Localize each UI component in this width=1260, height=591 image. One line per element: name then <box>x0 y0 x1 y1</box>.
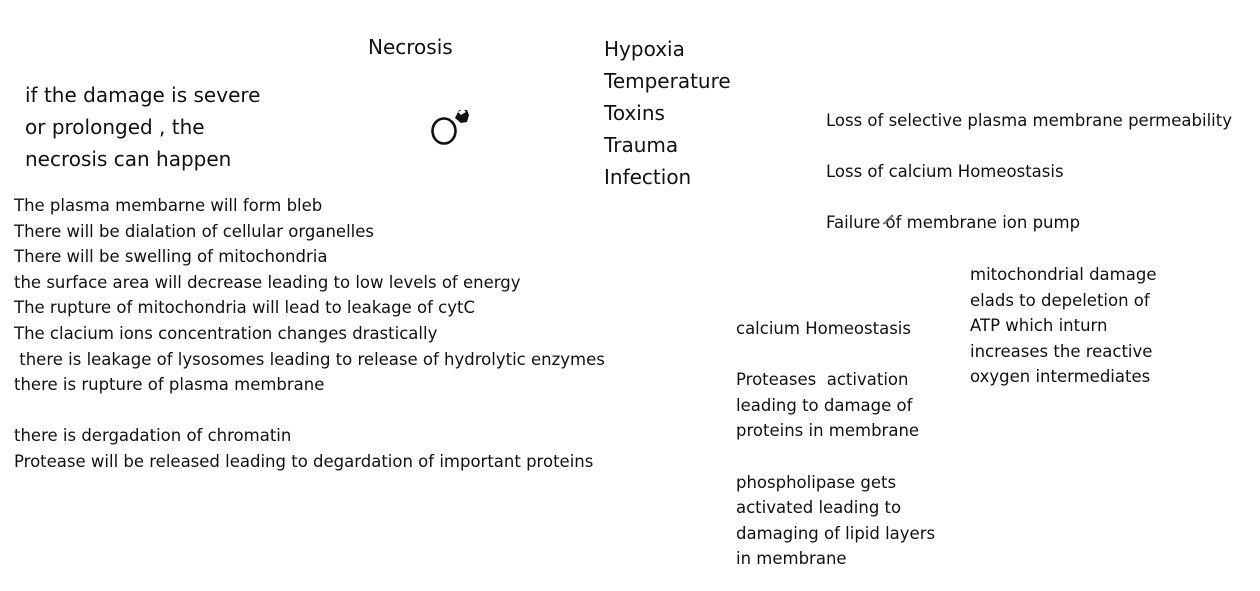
effect-item: The clacium ions concentration changes d… <box>14 323 438 343</box>
intro-text: if the damage is severe or prolonged , t… <box>25 79 260 175</box>
mito-line: increases the reactive <box>970 341 1153 361</box>
mechanism-item: Loss of calcium Homeostasis <box>826 162 1064 182</box>
page-title: Necrosis <box>368 35 453 59</box>
mito-line: oxygen intermediates <box>970 367 1151 387</box>
effect-item: There will be dialation of cellular orga… <box>14 221 375 241</box>
cause-item: Temperature <box>604 69 731 93</box>
effect-item: there is leakage of lysosomes leading to… <box>14 349 605 369</box>
calcium-notes: calcium Homeostasis Proteases activation… <box>736 316 935 572</box>
effect-spacer <box>14 398 605 424</box>
calcium-line: damaging of lipid layers <box>736 523 936 543</box>
effect-item: The rupture of mitochondria will lead to… <box>14 298 475 318</box>
calcium-line: activated leading to <box>736 498 902 518</box>
cause-item: Infection <box>604 165 692 189</box>
calcium-heading: calcium Homeostasis <box>736 319 911 338</box>
mechanism-item: Loss of selective plasma membrane permea… <box>826 111 1232 130</box>
mito-line: elads to depeletion of <box>970 290 1150 310</box>
effect-item: there is rupture of plasma membrane <box>14 375 325 395</box>
mechanisms-list: Loss of selective plasma membrane permea… <box>826 108 1232 262</box>
pen-cursor-icon <box>431 109 469 145</box>
intro-line: or prolonged , the <box>25 115 205 139</box>
calcium-line: leading to damage of <box>736 395 913 415</box>
calcium-spacer <box>736 342 935 368</box>
calcium-line: in membrane <box>736 549 847 569</box>
cause-item: Trauma <box>604 133 679 157</box>
effect-item: the surface area will decrease leading t… <box>14 272 521 292</box>
effects-list: The plasma membarne will form bleb There… <box>14 193 605 475</box>
calcium-line: phospholipase gets <box>736 472 897 492</box>
calcium-line: proteins in membrane <box>736 421 920 441</box>
effect-item: Protease will be released leading to deg… <box>14 451 594 471</box>
cause-item: Toxins <box>604 101 665 125</box>
mito-line: ATP which inturn <box>970 316 1108 336</box>
calcium-spacer <box>736 444 935 470</box>
pen-icon <box>882 214 894 225</box>
effect-item: there is dergadation of chromatin <box>14 426 292 446</box>
calcium-line: Proteases activation <box>736 370 909 390</box>
mito-line: mitochondrial damage <box>970 265 1157 284</box>
effect-item: There will be swelling of mitochondria <box>14 247 328 267</box>
causes-list: Hypoxia Temperature Toxins Trauma Infect… <box>604 33 731 193</box>
intro-line: if the damage is severe <box>25 83 261 107</box>
intro-line: necrosis can happen <box>25 147 232 171</box>
effect-item: The plasma membarne will form bleb <box>14 196 323 215</box>
cause-item: Hypoxia <box>604 37 685 61</box>
mitochondria-notes: mitochondrial damage elads to depeletion… <box>970 262 1156 390</box>
